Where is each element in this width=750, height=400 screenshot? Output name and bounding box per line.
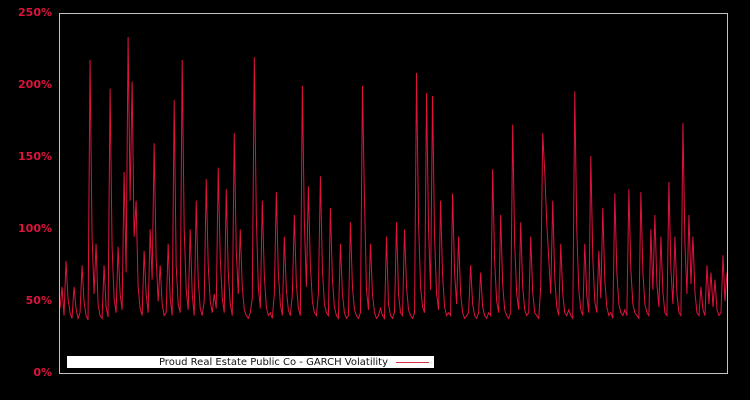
legend: Proud Real Estate Public Co - GARCH Vola… [67,356,434,368]
legend-label: Proud Real Estate Public Co - GARCH Vola… [158,356,388,368]
y-tick-label-100: 100% [18,222,52,235]
y-tick-label-250: 250% [18,6,52,19]
y-tick-label-50: 50% [25,294,52,307]
y-tick-label-200: 200% [18,78,52,91]
y-tick-label-0: 0% [33,366,52,379]
legend-line-sample [396,361,429,363]
y-tick-label-150: 150% [18,150,52,163]
garch-volatility-line [60,37,727,320]
volatility-line-chart [60,14,727,373]
plot-area: Proud Real Estate Public Co - GARCH Vola… [59,13,728,374]
